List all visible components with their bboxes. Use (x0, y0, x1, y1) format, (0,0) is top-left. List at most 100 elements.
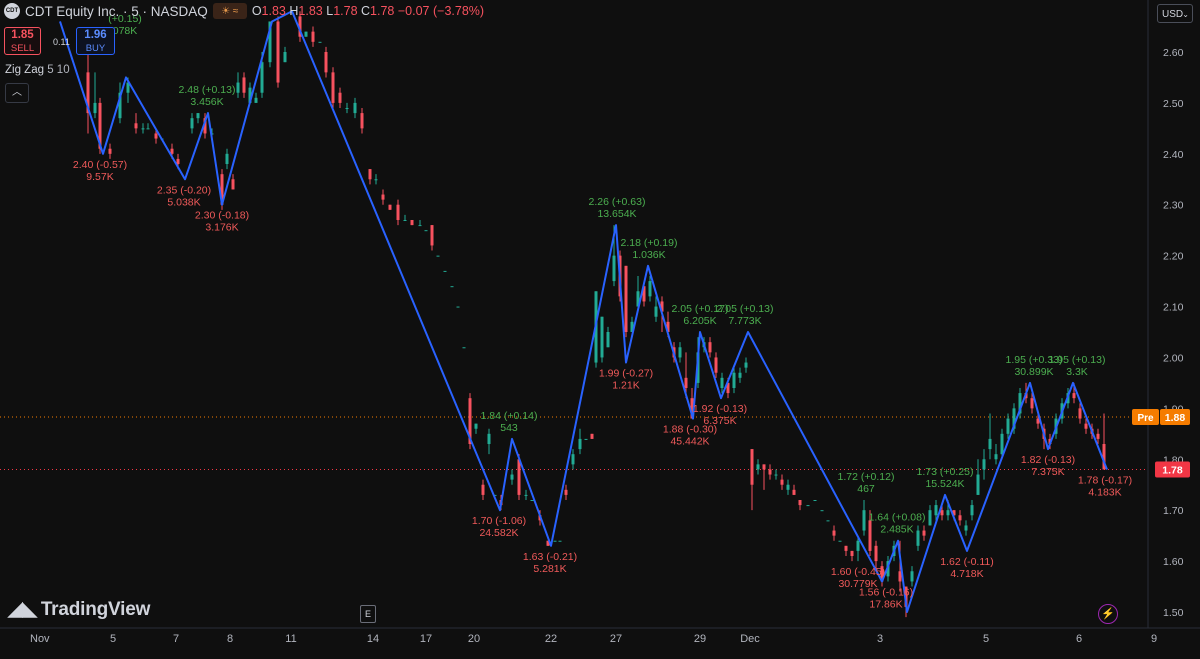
high-value: 1.83 (298, 4, 323, 18)
indicator-legend[interactable]: Zig Zag 5 10 (5, 64, 70, 76)
candle (762, 464, 766, 470)
candle (940, 510, 944, 516)
candle (678, 347, 682, 358)
candle (154, 133, 158, 139)
y-tick-label: 2.40 (1163, 149, 1184, 161)
candle (462, 347, 466, 349)
candle (571, 454, 575, 465)
candle (958, 515, 962, 521)
candle (474, 423, 478, 429)
candle (146, 128, 150, 130)
candle (856, 540, 860, 551)
x-tick-label: 3 (877, 633, 883, 645)
candle (311, 31, 315, 42)
candle (170, 148, 174, 154)
zigzag-pivot-label: 1.64 (+0.08) (869, 512, 926, 524)
x-tick-label: 20 (468, 633, 480, 645)
candle (714, 357, 718, 373)
zigzag-pivot-volume: 30.899K (1014, 366, 1053, 378)
candle (98, 102, 102, 149)
zigzag-pivot-label: 2.35 (-0.20) (157, 184, 211, 196)
candle (946, 510, 950, 516)
candle (1096, 433, 1100, 439)
zigzag-pivot-label: 2.40 (-0.57) (73, 159, 127, 171)
zigzag-pivot-label: 1.92 (-0.13) (693, 403, 747, 415)
collapse-legend-button[interactable]: ︿ (5, 83, 29, 103)
currency-selector[interactable]: USD ⌄ (1157, 4, 1193, 23)
candle (436, 255, 440, 257)
candle (403, 220, 407, 221)
buy-button[interactable]: 1.96 BUY (76, 27, 115, 55)
candle (732, 372, 736, 388)
zigzag-pivot-volume: 45.442K (670, 436, 709, 448)
candle (283, 52, 287, 63)
sell-label: SELL (10, 43, 35, 54)
candle (750, 449, 754, 485)
candle (1000, 433, 1004, 455)
close-label: C (361, 4, 371, 18)
candle (988, 438, 992, 450)
sell-price: 1.85 (11, 29, 34, 41)
y-tick-label: 1.60 (1163, 556, 1184, 568)
brand-name: TradingView (40, 599, 151, 620)
zigzag-pivot-volume: 467 (857, 483, 875, 495)
zigzag-pivot-volume: 3.456K (190, 96, 223, 108)
candle (708, 342, 712, 353)
y-tick-label: 2.50 (1163, 98, 1184, 110)
candle (862, 510, 866, 531)
candle (86, 72, 90, 114)
candle (738, 372, 742, 378)
x-tick-label: 29 (694, 633, 706, 645)
candle (1006, 418, 1010, 434)
x-tick-label: 6 (1076, 633, 1082, 645)
lightning-icon[interactable]: ⚡ (1098, 604, 1118, 624)
tradingview-logo[interactable]: ◢◣ TradingView (8, 598, 150, 621)
candle (744, 362, 748, 368)
zigzag-pivot-label: 1.84 (+0.14) (481, 410, 538, 422)
candle (118, 92, 122, 119)
candle (353, 102, 357, 114)
low-label: L (326, 4, 334, 18)
y-tick-label: 2.10 (1163, 302, 1184, 314)
candle (684, 377, 688, 388)
candle (176, 158, 180, 164)
pre-market-price: 1.88 (1165, 412, 1186, 424)
candle (553, 540, 557, 542)
symbol-title[interactable]: CDT Equity Inc. · 5 · NASDAQ (25, 3, 208, 19)
candle (868, 520, 872, 551)
candle (606, 332, 610, 348)
candle (578, 438, 582, 450)
open-value: 1.83 (261, 4, 286, 18)
candle (910, 571, 914, 582)
candle (517, 459, 521, 495)
sell-button[interactable]: 1.85 SELL (4, 27, 41, 55)
earnings-event-button[interactable]: E (360, 605, 376, 623)
candle (108, 148, 112, 154)
zigzag-pivot-volume: 3.176K (205, 222, 238, 234)
zigzag-pivot-volume: 4.718K (950, 568, 983, 580)
candle (546, 540, 550, 546)
change-value: −0.07 (−3.78%) (397, 4, 485, 18)
close-value: 1.78 (370, 4, 395, 18)
candle (874, 545, 878, 562)
x-tick-label: 5 (110, 633, 116, 645)
candle (690, 398, 694, 419)
last-price-tag (1155, 461, 1190, 478)
candle (584, 438, 588, 440)
zigzag-pivot-label: 1.73 (+0.25) (917, 466, 974, 478)
zigzag-pivot-volume: 2.485K (880, 524, 913, 536)
y-tick-label: 2.60 (1163, 47, 1184, 59)
candle (1018, 393, 1022, 414)
candle (982, 459, 986, 470)
candle (248, 87, 252, 103)
candle (260, 62, 264, 93)
market-status-icons[interactable]: ☀ ≈ (212, 3, 247, 19)
zigzag-pivot-label: 1.72 (+0.12) (838, 471, 895, 483)
indicator-params: 5 10 (47, 64, 70, 76)
candle (388, 204, 392, 210)
candle (418, 225, 422, 227)
candle (726, 382, 730, 394)
candle (1036, 418, 1040, 424)
candle (345, 108, 349, 109)
